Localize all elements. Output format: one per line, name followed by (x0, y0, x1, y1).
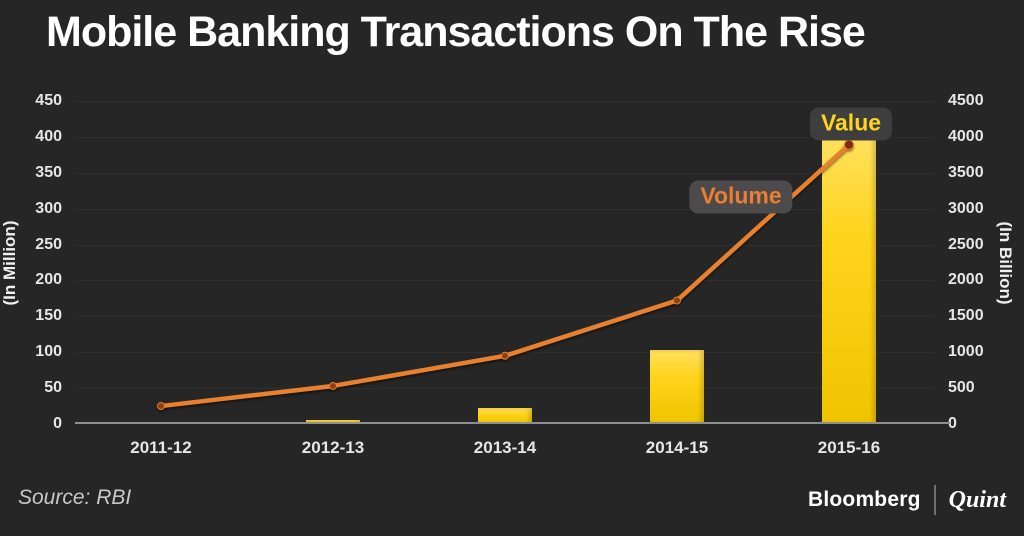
value-series-annotation: Value (809, 107, 893, 141)
gridline-50 (75, 388, 935, 390)
left-tick-0: 0 (53, 415, 62, 432)
right-tick-2500: 2500 (948, 235, 984, 253)
footer: Source: RBI Bloomberg Quint (0, 470, 1024, 536)
left-tick-450: 450 (35, 92, 62, 109)
right-tick-500: 500 (948, 379, 975, 397)
bar-2015-16 (822, 134, 876, 424)
left-tick-50: 50 (44, 379, 62, 397)
source-credit: Source: RBI (18, 486, 132, 509)
volume-point-2013-14 (501, 351, 509, 360)
right-tick-2000: 2000 (948, 271, 984, 289)
left-tick-250: 250 (35, 235, 62, 253)
bar-2013-14 (478, 407, 532, 424)
volume-point-2012-13 (329, 381, 337, 390)
left-tick-300: 300 (35, 199, 62, 217)
volume-point-2014-15 (673, 296, 681, 305)
gridline-400 (75, 136, 935, 138)
combo-chart: (In Million) (In Billion) 0 0 50 500 100 1000… (0, 62, 1024, 470)
x-axis-baseline (75, 422, 950, 424)
right-tick-4000: 4000 (948, 127, 984, 145)
x-label-2013-14: 2013-14 (473, 438, 537, 457)
gridline-250 (75, 244, 935, 246)
right-tick-1000: 1000 (948, 343, 984, 361)
gridline-200 (75, 280, 935, 282)
brand-lockup: Bloomberg Quint (808, 482, 1006, 518)
line-series-volume (157, 139, 854, 411)
bar-2014-15 (650, 349, 704, 424)
left-tick-100: 100 (35, 343, 62, 361)
x-label-2014-15: 2014-15 (645, 438, 709, 457)
page-title: Mobile Banking Transactions On The Rise (46, 8, 866, 56)
quint-logo: Quint (948, 486, 1006, 513)
right-tick-3000: 3000 (948, 199, 984, 217)
x-label-2012-13: 2012-13 (301, 438, 365, 457)
gridline-150 (75, 316, 935, 318)
x-label-2011-12: 2011-12 (130, 438, 192, 457)
volume-series-annotation: Volume (689, 180, 793, 214)
right-tick-1500: 1500 (948, 307, 984, 325)
x-label-2015-16: 2015-16 (817, 438, 881, 457)
bloomberg-logo: Bloomberg (807, 488, 921, 511)
left-tick-400: 400 (35, 127, 62, 145)
gridline-300 (75, 208, 935, 210)
brand-divider (933, 485, 936, 515)
left-tick-150: 150 (35, 307, 62, 325)
gridline-450 (75, 101, 935, 102)
left-tick-350: 350 (35, 163, 62, 181)
right-tick-4500: 4500 (948, 92, 984, 109)
right-axis-title: (In Billion) (996, 221, 1015, 305)
gridline-350 (75, 172, 935, 174)
right-tick-0: 0 (948, 415, 957, 432)
left-tick-200: 200 (35, 271, 62, 289)
volume-point-2011-12 (157, 402, 165, 411)
volume-point-2015-16 (844, 139, 854, 150)
bar-2012-13 (306, 419, 360, 424)
right-tick-3500: 3500 (948, 163, 984, 181)
